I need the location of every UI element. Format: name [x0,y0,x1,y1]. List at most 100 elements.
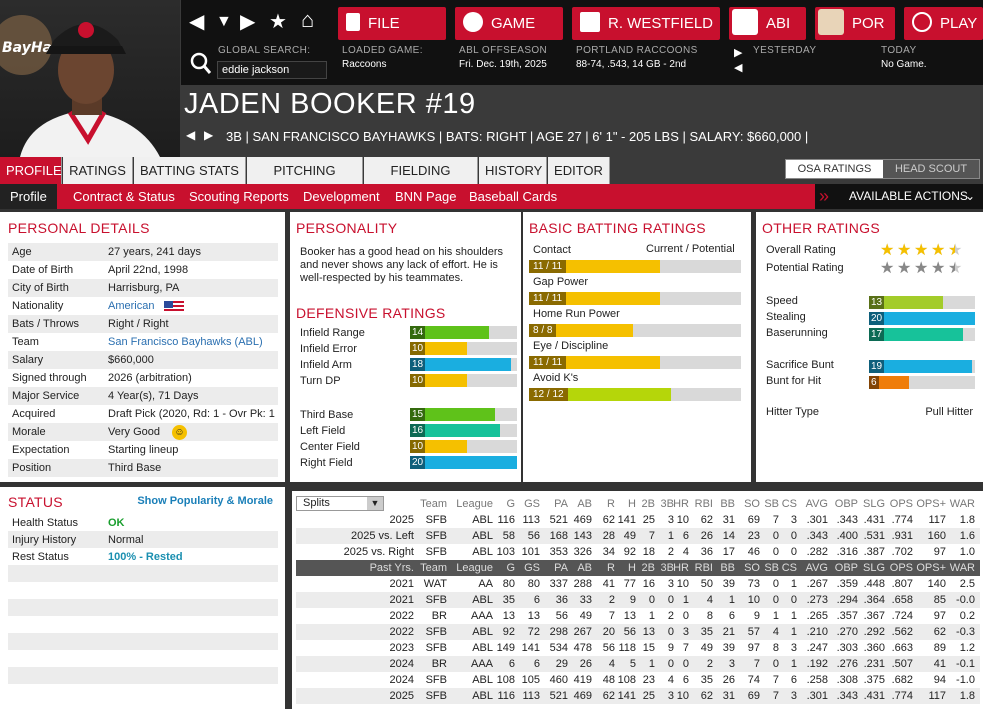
column-header[interactable]: OPS [889,562,913,574]
subnav-scouting-reports[interactable]: Scouting Reports [189,189,289,204]
column-header[interactable]: AVG [805,498,828,510]
column-header[interactable]: CS [781,562,797,574]
available-actions-button[interactable]: » AVAILABLE ACTIONS ⌄ [815,184,983,209]
column-header[interactable]: H [628,498,636,510]
column-header[interactable]: HR [673,562,689,574]
column-header[interactable]: Team [420,498,447,510]
column-header[interactable]: G [506,498,515,510]
ratings-source-toggle[interactable]: OSA RATINGS HEAD SCOUT [785,159,980,179]
column-header[interactable]: SLG [862,562,885,574]
column-header[interactable]: OPS+ [916,498,946,510]
column-header[interactable]: R [607,562,615,574]
detail-value[interactable]: American [108,300,155,312]
loaded-game-label: LOADED GAME: [342,45,423,56]
next-day-icon[interactable]: ▶ [734,47,743,59]
detail-value[interactable]: San Francisco Bayhawks (ABL) [108,336,263,348]
stat-cell: .303 [836,642,858,654]
subnav-contract-status[interactable]: Contract & Status [73,189,175,204]
detail-label: City of Birth [12,282,69,294]
favorite-star-icon[interactable]: ★ [269,11,287,33]
column-header[interactable]: AB [577,498,592,510]
column-header[interactable]: 3B [660,498,674,510]
show-popularity-morale-link[interactable]: Show Popularity & Morale [137,495,273,507]
column-header[interactable]: AVG [805,562,828,574]
stat-cell: .343 [836,690,858,702]
column-header[interactable]: R [607,498,615,510]
manager-menu-button[interactable]: R. WESTFIELD [572,7,720,40]
head-scout-option[interactable]: HEAD SCOUT [894,163,968,175]
column-header[interactable]: PA [554,562,568,574]
stat-cell: .267 [806,578,828,590]
global-search-input[interactable] [217,61,327,79]
tab-editor[interactable]: EDITOR [548,157,610,184]
tab-batting-stats[interactable]: BATTING STATS [134,157,246,184]
team-menu-button[interactable]: POR [815,7,895,40]
column-header[interactable]: RBI [694,562,713,574]
tab-profile[interactable]: PROFILE [0,157,62,184]
previous-player-icon[interactable]: ◀ [186,128,196,142]
column-header[interactable]: HR [673,498,689,510]
home-icon[interactable]: ⌂ [301,7,315,32]
file-menu-button[interactable]: FILE [338,7,446,40]
stat-cell: 0 [667,658,674,670]
column-header[interactable]: League [457,498,493,510]
column-header[interactable]: Team [420,562,447,574]
column-header[interactable]: CS [781,498,797,510]
column-header[interactable]: WAR [949,562,975,574]
splits-dropdown[interactable]: Splits ▼ [296,496,384,511]
stat-cell: 1.0 [959,546,975,558]
search-icon[interactable] [189,51,211,75]
column-header[interactable]: AB [577,562,592,574]
next-player-icon[interactable]: ▶ [204,128,214,142]
subnav-baseball-cards[interactable]: Baseball Cards [469,189,558,204]
column-header[interactable]: H [628,562,636,574]
tab-fielding-stats[interactable]: FIELDING STATS [364,157,478,205]
column-header[interactable]: OBP [834,562,858,574]
column-header[interactable]: BB [720,562,735,574]
player-portrait: BayHawks [0,0,180,157]
column-header[interactable]: WAR [949,498,975,510]
subnav-development[interactable]: Development [303,189,380,204]
column-header[interactable]: G [506,562,515,574]
column-header[interactable]: RBI [694,498,713,510]
other-ratings-title: OTHER RATINGS [762,220,880,236]
column-header[interactable]: SO [744,498,760,510]
detail-value: $660,000 [108,354,154,366]
column-header[interactable]: SB [764,498,779,510]
league-menu-button[interactable]: ABI [729,7,806,40]
column-header[interactable]: OBP [834,498,858,510]
column-header[interactable]: OPS+ [916,562,946,574]
column-header[interactable]: GS [524,562,540,574]
tab-ratings[interactable]: RATINGS [63,157,133,184]
column-header[interactable]: League [457,562,493,574]
column-header[interactable]: GS [524,498,540,510]
stat-cell: 2025 vs. Left [351,530,414,542]
column-header[interactable]: SO [744,562,760,574]
previous-day-icon[interactable]: ◀ [734,62,743,74]
hitter-type-label: Hitter Type [766,406,819,418]
stat-cell: 56 [555,610,568,622]
subnav-bnn-page[interactable]: BNN Page [395,189,457,204]
column-header[interactable]: 2B [641,562,655,574]
play-button[interactable]: PLAY [904,7,983,40]
column-header[interactable]: 2B [641,498,655,510]
column-header[interactable]: 3B [660,562,674,574]
subnav-profile[interactable]: Profile [0,184,57,209]
tab-history[interactable]: HISTORY [479,157,547,184]
column-header[interactable]: SLG [862,498,885,510]
stats-row: 2021 WAT AA 80 80 337 288 41 77 16 3 10 50 39 73 0 1 .267… [296,576,980,592]
column-header[interactable]: PA [554,498,568,510]
game-menu-button[interactable]: GAME [455,7,563,40]
column-header[interactable]: OPS [889,498,913,510]
column-header[interactable]: BB [720,498,735,510]
back-arrow-icon[interactable]: ◀ [189,11,205,33]
dropdown-arrow-icon[interactable]: ▼ [216,13,232,30]
other-rating-label: Baserunning [766,327,828,339]
stat-cell: 103 [496,546,515,558]
osa-ratings-option[interactable]: OSA RATINGS [786,160,883,178]
stat-cell: 1 [790,610,797,622]
batting-rating-bar: 11 / 11 [529,260,741,273]
tab-pitching-stats[interactable]: PITCHING STATS [247,157,363,205]
column-header[interactable]: SB [764,562,779,574]
forward-arrow-icon[interactable]: ▶ [240,11,256,33]
